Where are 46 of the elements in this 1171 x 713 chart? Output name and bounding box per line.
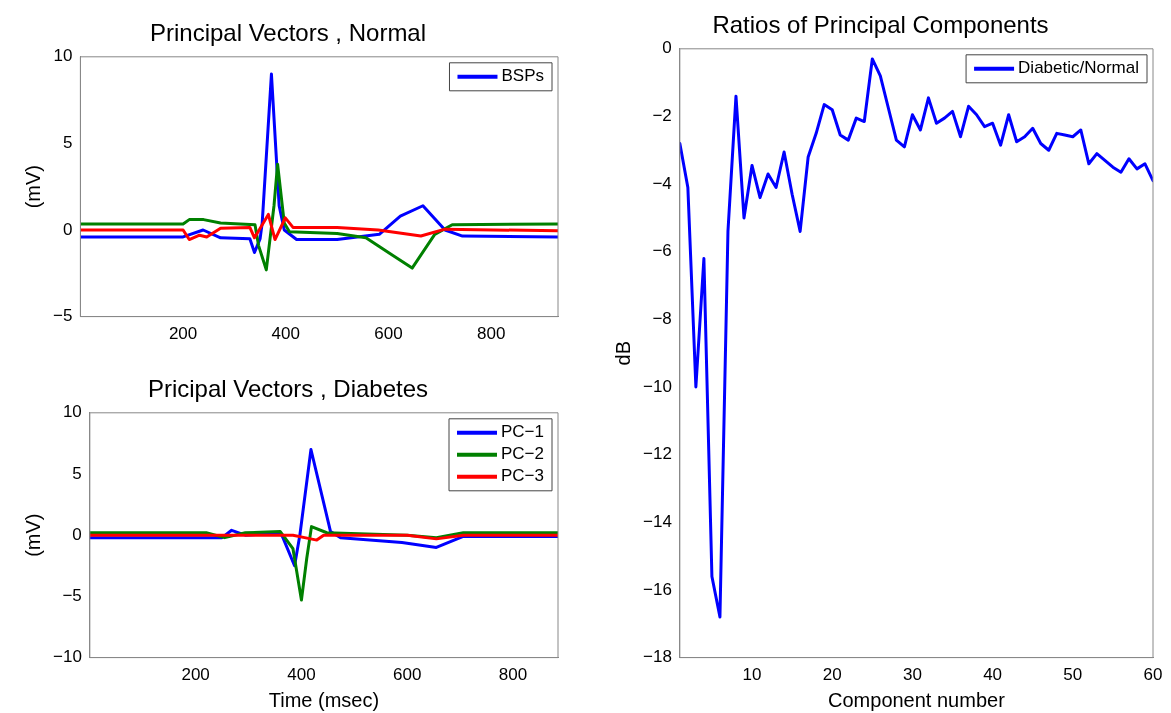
y-tick-label: −8: [652, 309, 672, 329]
y-tick-label: 0: [662, 38, 672, 58]
x-tick-label: 800: [498, 665, 528, 685]
x-tick-label: 30: [902, 665, 922, 685]
chart-title: Ratios of Principal Components: [712, 11, 1049, 39]
x-tick-label: 10: [742, 665, 762, 685]
legend-label: Diabetic/Normal: [1018, 58, 1140, 78]
x-tick-label: 50: [1063, 665, 1083, 685]
y-tick-label: −2: [652, 106, 672, 126]
y-tick-label: 5: [72, 463, 82, 483]
y-tick-label: −4: [652, 173, 672, 193]
y-tick-label: 10: [62, 402, 82, 422]
x-tick-label: 600: [374, 324, 403, 344]
x-tick-label: 60: [1143, 665, 1163, 685]
x-tick-label: 200: [181, 665, 210, 685]
x-tick-label: 800: [477, 324, 506, 344]
chart-title: Principal Vectors , Normal: [149, 19, 427, 47]
legend-label: BSPs: [501, 66, 545, 86]
y-tick-label: 10: [53, 46, 73, 66]
y-tick-label: −12: [642, 444, 672, 464]
y-axis-title: (mV): [21, 513, 44, 557]
y-tick-label: −6: [652, 241, 672, 261]
y-tick-label: −5: [52, 306, 73, 326]
legend-label: PC−1: [501, 422, 544, 442]
x-tick-label: 40: [983, 665, 1003, 685]
x-tick-label: 20: [822, 665, 842, 685]
y-tick-label: −10: [52, 647, 82, 667]
y-tick-label: −10: [642, 376, 672, 396]
x-tick-label: 400: [271, 324, 300, 344]
y-axis-title: (mV): [21, 165, 44, 209]
x-tick-label: 400: [287, 665, 316, 685]
x-axis-title: Component number: [828, 688, 1006, 711]
y-tick-label: −5: [62, 586, 82, 606]
x-axis-title: Time (msec): [268, 688, 380, 711]
y-tick-label: −18: [642, 647, 672, 667]
y-tick-label: −14: [642, 512, 672, 531]
y-tick-label: 0: [62, 219, 73, 239]
legend-label: PC−3: [501, 466, 544, 486]
y-tick-label: −16: [642, 579, 672, 599]
y-axis-title: dB: [611, 340, 634, 366]
x-tick-label: 600: [393, 665, 422, 685]
x-tick-label: 200: [168, 324, 198, 344]
chart-title: Pricipal Vectors , Diabetes: [147, 375, 429, 403]
legend-label: PC−2: [501, 444, 544, 464]
y-tick-label: 5: [62, 133, 73, 153]
y-tick-label: 0: [72, 524, 82, 544]
